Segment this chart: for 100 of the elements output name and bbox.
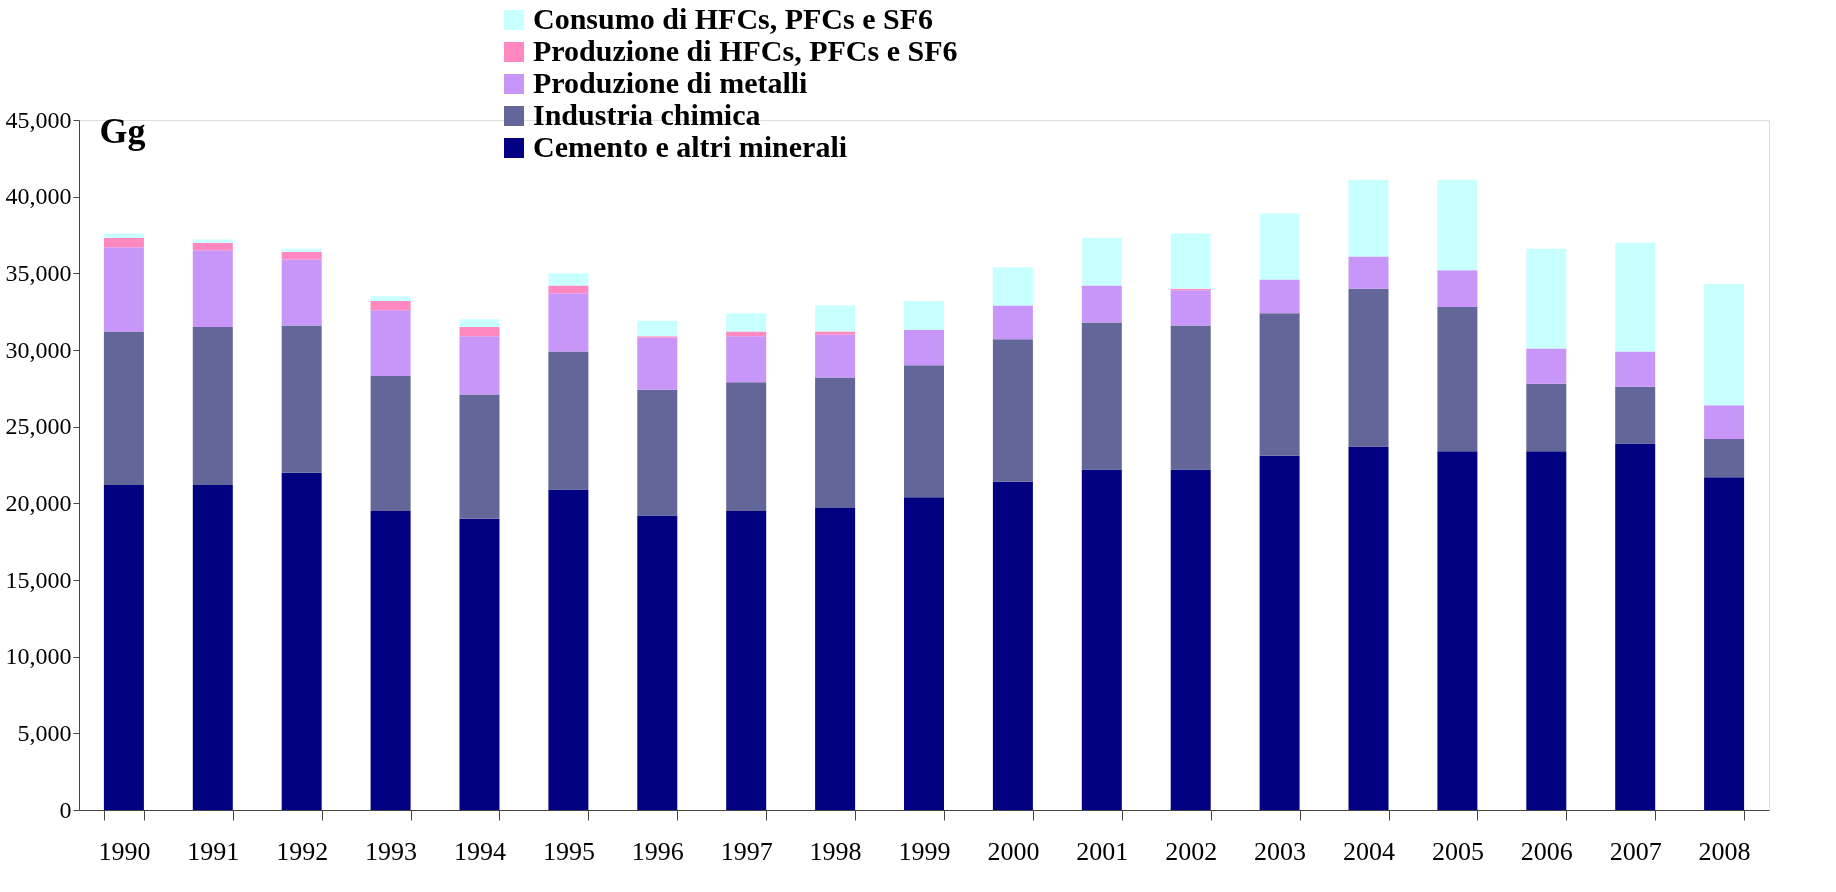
bar [1348,446,1389,810]
bar [103,331,144,485]
bar [1081,285,1122,323]
bar [904,330,944,366]
bar [1348,179,1389,257]
bar [1615,443,1656,810]
bar [726,382,767,511]
bar [548,489,589,810]
bar [1259,213,1300,280]
bar [1615,386,1656,444]
x-tick-label: 1996 [631,836,684,866]
x-tick-label: 1997 [720,836,773,866]
bar [1526,451,1567,810]
bar [192,484,233,810]
bar [281,259,322,326]
bar [281,251,322,260]
bar [281,325,322,473]
bar [459,394,500,519]
bar [637,337,678,390]
bar [1437,451,1478,810]
bar [1526,383,1567,452]
bar [192,250,233,327]
legend-label: Cemento e altri minerali [533,130,848,163]
y-tick-label: 40,000 [5,183,72,210]
bar [459,518,500,810]
y-tick-label: 45,000 [5,106,72,133]
bar [1348,256,1389,289]
y-tick-label: 35,000 [5,259,72,286]
bar [370,511,411,810]
bar [1437,307,1478,452]
y-tick-label: 30,000 [5,336,72,363]
bar [1081,469,1122,810]
x-tick-label: 1995 [542,836,595,866]
bar [1704,477,1745,810]
bar [1615,242,1656,352]
bar [370,300,411,311]
y-tick-label: 25,000 [5,413,72,440]
legend-label: Produzione di metalli [533,66,808,99]
bar [992,339,1033,482]
bar [637,515,678,810]
bar [726,511,767,810]
bar [637,389,678,516]
bar [1170,325,1211,470]
bar [1348,288,1389,447]
x-tick-label: 1998 [809,836,862,866]
legend-label: Produzione di HFCs, PFCs e SF6 [533,34,958,67]
x-tick-label: 1991 [187,836,240,866]
bar [370,310,411,377]
bar [904,497,944,810]
bar [815,377,856,508]
x-tick-label: 2004 [1343,836,1395,866]
bar [1615,351,1656,387]
bar [637,320,678,337]
x-tick-label: 1993 [365,836,418,866]
y-axis-title: Gg [99,110,146,151]
legend-label: Consumo di HFCs, PFCs e SF6 [533,2,934,35]
bar [548,351,589,490]
bar [370,376,411,511]
bar [815,305,856,332]
bar [1170,290,1211,326]
x-tick-label: 2000 [987,836,1040,866]
bar [459,327,500,337]
bar [1526,348,1567,384]
bar [548,285,589,294]
x-tick-label: 2007 [1609,836,1662,866]
x-tick-label: 2003 [1254,836,1307,866]
legend-label: Industria chimica [533,98,761,131]
bar [1704,284,1745,406]
bar [1704,405,1745,439]
bar [103,238,144,248]
y-tick-label: 15,000 [5,566,72,593]
bar [904,300,944,331]
bar [459,319,500,327]
bar [1259,313,1300,456]
bar [1437,270,1478,308]
bar [1259,279,1300,314]
x-tick-label: 2006 [1520,836,1573,866]
x-tick-label: 2001 [1076,836,1129,866]
bar [1259,455,1300,810]
x-tick-label: 2002 [1165,836,1218,866]
x-tick-label: 2005 [1431,836,1484,866]
bar [726,336,767,383]
bar [103,484,144,810]
bar [992,267,1033,306]
bar [1081,238,1122,286]
bar [192,327,233,485]
bar [192,239,233,243]
bar [548,293,589,352]
bar [815,334,856,378]
bar [992,305,1033,340]
bar [1704,438,1745,478]
bar [103,247,144,332]
bar [904,365,944,498]
bar [1170,233,1211,289]
bar [1526,248,1567,349]
y-tick-label: 10,000 [5,643,72,670]
y-tick-label: 0 [59,796,72,823]
y-tick-label: 20,000 [5,489,72,516]
x-tick-label: 2008 [1698,836,1751,866]
x-tick-label: 1994 [454,836,506,866]
